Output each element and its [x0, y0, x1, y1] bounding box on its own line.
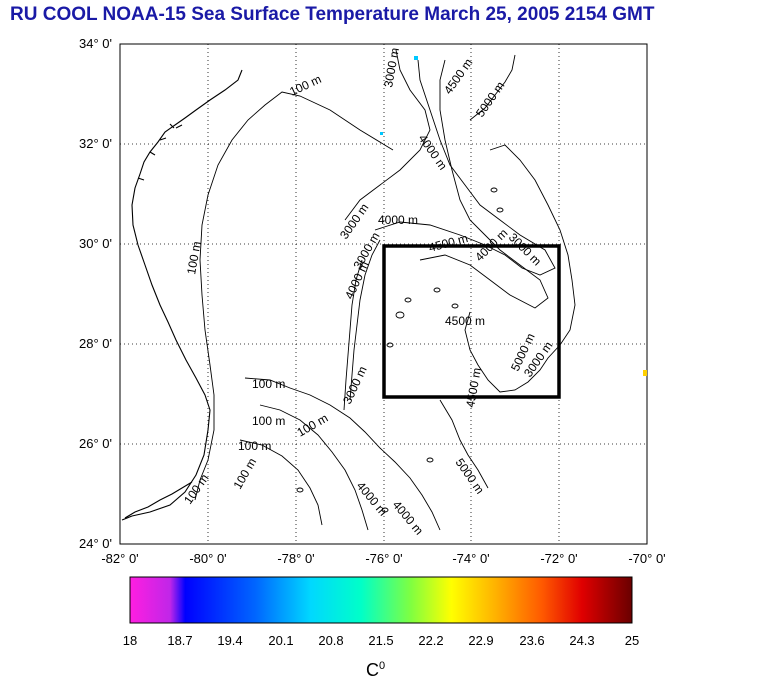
contour-4000m — [374, 59, 556, 276]
colorbar-unit: C0 — [366, 660, 385, 681]
contour-label: 100 m — [252, 414, 285, 428]
contour-label: 4000 m — [378, 213, 418, 227]
contour-label: 4500 m — [445, 314, 485, 328]
colorbar-tick: 18 — [123, 633, 137, 648]
lat-label: 30° 0' — [79, 236, 112, 251]
lon-label: -72° 0' — [540, 551, 577, 566]
contour-3000m-west — [344, 49, 431, 221]
lat-label: 32° 0' — [79, 136, 112, 151]
colorbar-ticks: 18 18.7 19.4 20.1 20.8 21.5 22.2 22.9 23… — [123, 633, 639, 648]
colorbar-tick: 22.2 — [418, 633, 443, 648]
unit-superscript: 0 — [379, 660, 386, 672]
lon-axis-labels: -82° 0' -80° 0' -78° 0' -76° 0' -74° 0' … — [101, 551, 665, 566]
lat-label: 34° 0' — [79, 36, 112, 51]
colorbar-tick: 21.5 — [368, 633, 393, 648]
unit-letter: C — [366, 660, 379, 680]
map-title: RU COOL NOAA-15 Sea Surface Temperature … — [10, 4, 655, 25]
contour-label: 100 m — [238, 439, 271, 453]
lon-label: -70° 0' — [628, 551, 665, 566]
contour-label: 3000 m — [381, 47, 402, 89]
coastline — [121, 69, 243, 521]
lat-label: 28° 0' — [79, 336, 112, 351]
colorbar-tick: 25 — [625, 633, 639, 648]
colorbar-tick: 19.4 — [217, 633, 242, 648]
lon-label: -82° 0' — [101, 551, 138, 566]
contour-bahamas-bank-3 — [239, 439, 323, 526]
contour-5000m — [469, 54, 516, 121]
lon-label: -74° 0' — [452, 551, 489, 566]
lat-label: 24° 0' — [79, 536, 112, 551]
colorbar-tick: 22.9 — [468, 633, 493, 648]
contour-4500m — [419, 59, 549, 309]
colorbar — [129, 576, 633, 624]
contour-100m-shelf — [194, 91, 394, 501]
colorbar-tick: 18.7 — [167, 633, 192, 648]
florida-keys — [124, 481, 193, 519]
colorbar-tick: 23.6 — [519, 633, 544, 648]
sst-pixel — [414, 56, 418, 60]
lon-label: -76° 0' — [365, 551, 402, 566]
lon-label: -80° 0' — [189, 551, 226, 566]
contour-label: 100 m — [252, 377, 285, 391]
contour-label: 100 m — [184, 240, 204, 275]
sst-pixel — [380, 132, 383, 135]
sst-pixel — [643, 370, 647, 376]
contour-bahamas-bank-2 — [259, 404, 369, 531]
lat-axis-labels: 34° 0' 32° 0' 30° 0' 28° 0' 26° 0' 24° 0… — [79, 36, 112, 551]
colorbar-tick: 24.3 — [569, 633, 594, 648]
colorbar-tick: 20.1 — [268, 633, 293, 648]
lon-label: -78° 0' — [277, 551, 314, 566]
contour-deep-south — [439, 399, 489, 489]
contour-bahamas-bank — [244, 377, 441, 531]
contour-steep-escarpment-2 — [343, 259, 363, 411]
study-area-box — [382, 244, 561, 399]
colorbar-tick: 20.8 — [318, 633, 343, 648]
coastline-islands — [137, 123, 183, 181]
lat-label: 26° 0' — [79, 436, 112, 451]
contour-steep-escarpment — [349, 239, 381, 401]
reef-outlines — [296, 187, 504, 513]
